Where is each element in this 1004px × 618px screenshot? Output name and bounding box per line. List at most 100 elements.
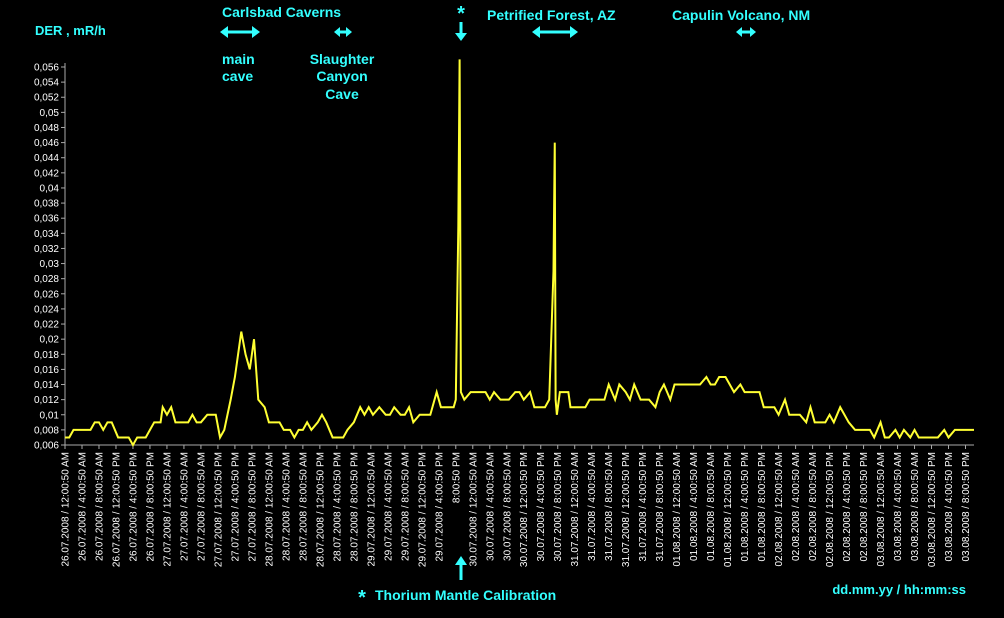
x-tick-label: 26.07.2008 / 12:00:50 PM bbox=[111, 452, 122, 567]
annotation: Slaughter bbox=[310, 51, 375, 67]
x-tick-label: 29.07.2008 / 12:00:50 PM bbox=[417, 452, 428, 567]
x-tick-label: 01.08.2008 / 8:00:50 PM bbox=[757, 452, 768, 562]
y-tick-label: 0,04 bbox=[40, 183, 60, 194]
x-tick-label: 31.07.2008 / 12:00:50 PM bbox=[621, 452, 632, 567]
annotation: Capulin Volcano, NM bbox=[672, 7, 810, 23]
y-tick-label: 0,01 bbox=[40, 410, 60, 421]
y-tick-label: 0,056 bbox=[34, 63, 59, 74]
x-tick-label: 27.07.2008 / 12:00:50 PM bbox=[213, 452, 224, 567]
annotation: Petrified Forest, AZ bbox=[487, 7, 616, 23]
x-tick-label: 02.08.2008 / 12:00:50 AM bbox=[774, 452, 785, 567]
y-axis-label: DER , mR/h bbox=[35, 23, 106, 38]
x-tick-label: 03.08.2008 / 8:00:50 PM bbox=[961, 452, 972, 562]
arrow-head bbox=[455, 33, 467, 41]
y-tick-label: 0,022 bbox=[34, 320, 59, 331]
x-tick-label: 8:00:50 PM bbox=[451, 452, 462, 503]
y-tick-label: 0,028 bbox=[34, 274, 59, 285]
x-tick-label: 27.07.2008 / 4:00:50 PM bbox=[230, 452, 241, 562]
y-tick-label: 0,018 bbox=[34, 350, 59, 361]
y-tick-label: 0,03 bbox=[40, 259, 60, 270]
x-tick-label: 30.07.2008 / 8:00:50 AM bbox=[502, 452, 513, 561]
y-tick-label: 0,026 bbox=[34, 289, 59, 300]
annotation: * bbox=[358, 587, 366, 609]
x-tick-label: 03.08.2008 / 8:00:50 AM bbox=[910, 452, 921, 561]
x-tick-label: 27.07.2008 / 12:00:50 AM bbox=[162, 452, 173, 567]
x-tick-label: 30.07.2008 / 4:00:50 PM bbox=[536, 452, 547, 562]
annotation: Thorium Mantle Calibration bbox=[375, 587, 556, 603]
x-tick-label: 30.07.2008 / 12:00:50 PM bbox=[519, 452, 530, 567]
x-tick-label: 03.08.2008 / 12:00:50 AM bbox=[876, 452, 887, 567]
y-tick-label: 0,008 bbox=[34, 425, 59, 436]
annotation: main bbox=[222, 51, 255, 67]
x-tick-label: 26.07.2008 / 4:00:50 PM bbox=[128, 452, 139, 562]
x-tick-label: 28.07.2008 / 4:00:50 PM bbox=[332, 452, 343, 562]
arrow-head bbox=[346, 27, 352, 37]
x-tick-label: 28.07.2008 / 12:00:50 PM bbox=[315, 452, 326, 567]
x-tick-label: 29.07.2008 / 4:00:50 PM bbox=[434, 452, 445, 562]
y-tick-label: 0,046 bbox=[34, 138, 59, 149]
annotation: Carlsbad Caverns bbox=[222, 4, 341, 20]
x-tick-label: 03.08.2008 / 4:00:50 AM bbox=[893, 452, 904, 561]
x-tick-label: 31.07.2008 / 12:00:50 AM bbox=[570, 452, 581, 567]
x-tick-label: 26.07.2008 / 12:00:50 AM bbox=[61, 452, 72, 567]
y-tick-label: 0,036 bbox=[34, 214, 59, 225]
x-tick-label: 01.08.2008 / 4:00:50 AM bbox=[689, 452, 700, 561]
y-tick-label: 0,05 bbox=[40, 108, 60, 119]
annotation: * bbox=[457, 3, 465, 25]
x-tick-label: 27.07.2008 / 4:00:50 AM bbox=[179, 452, 190, 561]
x-tick-label: 01.08.2008 / 4:00:50 PM bbox=[740, 452, 751, 562]
x-tick-label: 02.08.2008 / 12:00:50 PM bbox=[825, 452, 836, 567]
x-tick-label: 03.08.2008 / 12:00:50 PM bbox=[927, 452, 938, 567]
arrow-head bbox=[570, 26, 578, 38]
arrow-head bbox=[334, 27, 340, 37]
x-tick-label: 29.07.2008 / 4:00:50 AM bbox=[383, 452, 394, 561]
x-tick-label: 31.07.2008 / 4:00:50 PM bbox=[638, 452, 649, 562]
y-tick-label: 0,042 bbox=[34, 168, 59, 179]
annotation: cave bbox=[222, 68, 253, 84]
x-tick-label: 28.07.2008 / 8:00:50 PM bbox=[349, 452, 360, 562]
x-tick-label: 27.07.2008 / 8:00:50 AM bbox=[196, 452, 207, 561]
y-tick-label: 0,044 bbox=[34, 153, 59, 164]
x-tick-label: 31.07.2008 / 4:00:50 AM bbox=[587, 452, 598, 561]
x-tick-label: 01.08.2008 / 12:00:50 PM bbox=[723, 452, 734, 567]
x-tick-label: 02.08.2008 / 8:00:50 AM bbox=[808, 452, 819, 561]
arrow-head bbox=[532, 26, 540, 38]
y-tick-label: 0,052 bbox=[34, 93, 59, 104]
y-tick-label: 0,014 bbox=[34, 380, 59, 391]
x-tick-label: 01.08.2008 / 8:00:50 AM bbox=[706, 452, 717, 561]
x-tick-label: 28.07.2008 / 12:00:50 AM bbox=[264, 452, 275, 567]
y-tick-label: 0,016 bbox=[34, 365, 59, 376]
x-tick-label: 29.07.2008 / 12:00:50 AM bbox=[366, 452, 377, 567]
arrow-head bbox=[220, 26, 228, 38]
x-tick-label: 28.07.2008 / 8:00:50 AM bbox=[298, 452, 309, 561]
data-line bbox=[65, 59, 974, 448]
x-tick-label: 26.07.2008 / 8:00:50 AM bbox=[94, 452, 105, 561]
arrow-head bbox=[455, 556, 467, 565]
y-tick-label: 0,02 bbox=[40, 335, 60, 346]
annotation: Cave bbox=[325, 86, 359, 102]
x-tick-label: 29.07.2008 / 8:00:50 AM bbox=[400, 452, 411, 561]
arrow-head bbox=[736, 27, 742, 37]
y-tick-label: 0,012 bbox=[34, 395, 59, 406]
x-axis-label: dd.mm.yy / hh:mm:ss bbox=[832, 582, 966, 597]
x-tick-label: 30.07.2008 / 12:00:50 AM bbox=[468, 452, 479, 567]
x-tick-label: 03.08.2008 / 4:00:50 PM bbox=[944, 452, 955, 562]
x-tick-label: 01.08.2008 / 12:00:50 AM bbox=[672, 452, 683, 567]
y-tick-label: 0,006 bbox=[34, 441, 59, 452]
y-tick-label: 0,034 bbox=[34, 229, 59, 240]
x-tick-label: 30.07.2008 / 4:00:50 AM bbox=[485, 452, 496, 561]
y-tick-label: 0,048 bbox=[34, 123, 59, 134]
x-tick-label: 31.07.2008 / 8:00:50 PM bbox=[655, 452, 666, 562]
x-tick-label: 26.07.2008 / 8:00:50 PM bbox=[145, 452, 156, 562]
y-tick-label: 0,054 bbox=[34, 78, 59, 89]
x-tick-label: 30.07.2008 / 8:00:50 PM bbox=[553, 452, 564, 562]
y-tick-label: 0,032 bbox=[34, 244, 59, 255]
x-tick-label: 02.08.2008 / 4:00:50 PM bbox=[842, 452, 853, 562]
arrow-head bbox=[252, 26, 260, 38]
x-tick-label: 02.08.2008 / 4:00:50 AM bbox=[791, 452, 802, 561]
y-tick-label: 0,024 bbox=[34, 304, 59, 315]
x-tick-label: 26.07.2008 / 4:00:50 AM bbox=[77, 452, 88, 561]
